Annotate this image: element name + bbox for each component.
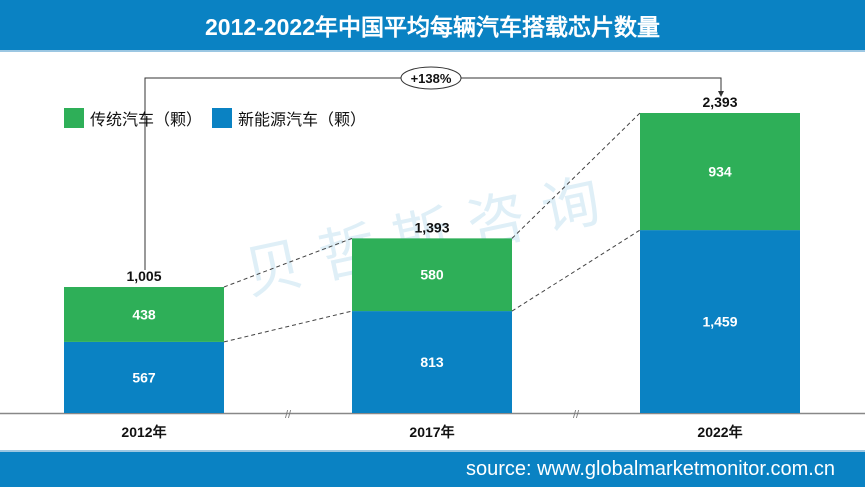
legend: 传统汽车（颗） 新能源汽车（颗） — [64, 106, 376, 130]
bar-traditional-0 — [64, 287, 224, 342]
legend-swatch-traditional — [64, 108, 84, 128]
total-label: 2,393 — [702, 94, 737, 110]
bar-value-label: 1,459 — [702, 314, 737, 330]
footer-divider — [0, 450, 865, 452]
bar-value-label: 580 — [420, 267, 444, 283]
connector-nev — [223, 310, 353, 343]
bar-value-label: 567 — [132, 369, 156, 385]
chart-title: 2012-2022年中国平均每辆汽车搭载芯片数量 — [205, 14, 660, 40]
bar-nev-0 — [64, 341, 224, 413]
x-tick-label: 2022年 — [697, 424, 742, 440]
bar-nev-2 — [640, 230, 800, 413]
legend-label-traditional: 传统汽车（颗） — [90, 110, 203, 129]
bar-nev-1 — [352, 311, 512, 413]
source-text: source: www.globalmarketmonitor.com.cn — [465, 458, 835, 480]
arrow-head-icon — [718, 91, 724, 97]
growth-label: +138% — [411, 71, 452, 86]
total-label: 1,393 — [414, 219, 449, 235]
header-divider — [0, 50, 865, 52]
bar-traditional-2 — [640, 113, 800, 231]
bar-value-label: 813 — [420, 354, 444, 370]
x-tick-label: 2012年 — [121, 424, 166, 440]
growth-badge — [400, 66, 462, 90]
bar-value-label: 438 — [132, 306, 156, 322]
total-label: 1,005 — [126, 268, 161, 284]
x-tick-label: 2017年 — [409, 424, 454, 440]
chart-title-bar: 2012-2022年中国平均每辆汽车搭载芯片数量 — [0, 0, 865, 50]
legend-label-nev: 新能源汽车（颗） — [238, 110, 367, 129]
axis-break-mark: // — [573, 409, 580, 421]
axis-break-mark: // — [285, 409, 292, 421]
connector-total — [511, 112, 641, 239]
connector-nev — [511, 229, 641, 312]
connector-total — [223, 237, 353, 288]
footer-bar: source: www.globalmarketmonitor.com.cn — [0, 452, 865, 487]
bar-value-label: 934 — [708, 164, 732, 180]
bar-traditional-1 — [352, 238, 512, 312]
legend-swatch-nev — [212, 108, 233, 128]
